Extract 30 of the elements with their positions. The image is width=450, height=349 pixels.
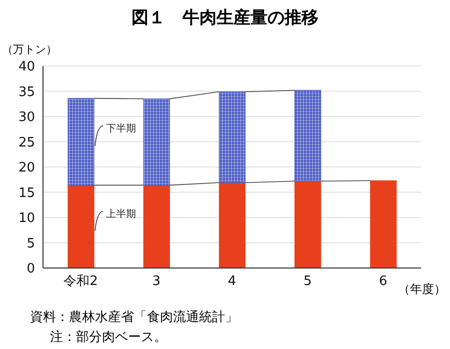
bar: [370, 180, 397, 268]
x-axis-title: （年度）: [398, 281, 446, 298]
y-tick-label: 30: [18, 110, 35, 126]
y-axis-title: （万トン）: [2, 42, 57, 57]
bar: [218, 91, 246, 183]
bar: [143, 184, 170, 268]
x-tick-label: 4: [228, 274, 236, 290]
bar: [294, 90, 322, 182]
bar: [143, 98, 170, 186]
series-label: 下半期: [106, 122, 136, 134]
y-tick-label: 5: [26, 236, 35, 252]
y-tick-label: 35: [18, 84, 35, 100]
text: 資料：農林水産省「食肉流通統計」: [30, 309, 238, 326]
y-tick-label: 25: [18, 135, 35, 150]
chart-title: 図１ 牛肉生産量の推移: [130, 7, 320, 29]
bar: [68, 184, 94, 268]
y-tick-label: 20: [18, 160, 35, 176]
x-tick-label: 3: [152, 274, 161, 290]
bar: [218, 182, 246, 268]
y-tick-label: 15: [18, 186, 35, 201]
x-tick-label: 令和2: [64, 274, 98, 290]
y-tick-label: 40: [18, 60, 35, 75]
series-label: 上半期: [106, 208, 136, 220]
bar: [294, 180, 322, 268]
x-tick-label: 6: [379, 274, 388, 290]
text: 注：部分肉ベース。: [50, 329, 167, 346]
x-tick-label: 5: [303, 274, 312, 290]
y-tick-label: 0: [26, 262, 35, 277]
bar: [68, 98, 94, 186]
y-tick-label: 10: [18, 211, 35, 226]
